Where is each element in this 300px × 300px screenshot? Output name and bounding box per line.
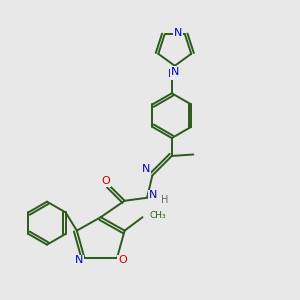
Text: N: N <box>149 190 157 200</box>
Text: N: N <box>75 256 83 266</box>
Text: N: N <box>171 67 179 77</box>
Text: CH₃: CH₃ <box>149 211 166 220</box>
Text: N: N <box>174 28 183 38</box>
Text: O: O <box>118 256 127 266</box>
Text: O: O <box>101 176 110 186</box>
Text: N: N <box>142 164 151 174</box>
Text: H: H <box>161 195 169 205</box>
Text: N: N <box>168 70 176 80</box>
